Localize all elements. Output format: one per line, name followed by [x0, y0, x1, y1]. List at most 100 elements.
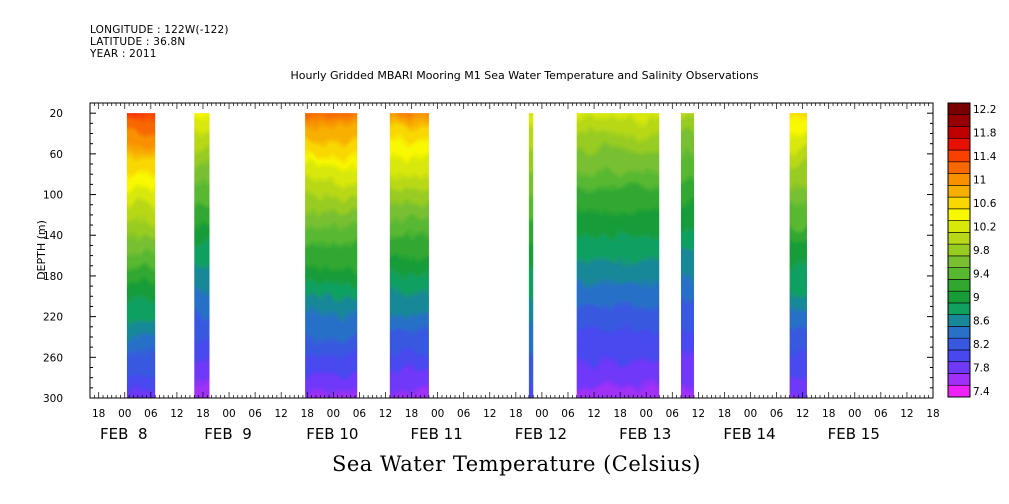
- x-tick-label: 00: [222, 408, 235, 420]
- x-tick-label: 12: [692, 408, 705, 420]
- y-tick-label: 60: [50, 149, 63, 161]
- colorbar-swatch: [947, 185, 971, 198]
- x-tick-label: 12: [900, 408, 913, 420]
- colorbar-label: 11.4: [973, 151, 997, 163]
- x-tick-label: 18: [405, 408, 418, 420]
- data-segment: [126, 113, 156, 398]
- x-day-label: FEB 11: [410, 425, 462, 443]
- x-tick-label: 00: [848, 408, 861, 420]
- x-tick-label: 18: [926, 408, 939, 420]
- colorbar-swatch: [947, 102, 971, 116]
- colorbar-swatch: [947, 161, 971, 174]
- x-tick-label: 06: [144, 408, 158, 420]
- colorbar-swatch: [947, 243, 971, 257]
- x-tick-label: 12: [275, 408, 288, 420]
- data-segment: [789, 113, 807, 398]
- data-segment: [528, 113, 534, 398]
- x-day-label: FEB 8: [100, 425, 147, 443]
- longitude-label: LONGITUDE : 122W(-122): [90, 24, 229, 36]
- x-tick-label: 00: [327, 408, 340, 420]
- x-tick-label: 00: [640, 408, 653, 420]
- x-tick-label: 12: [170, 408, 183, 420]
- y-tick-label: 20: [50, 108, 63, 120]
- latitude-label: LATITUDE : 36.8N: [90, 36, 186, 48]
- data-segment: [576, 113, 660, 398]
- colorbar-swatch: [947, 361, 971, 374]
- colorbar-swatch: [947, 196, 971, 210]
- y-axis-label: DEPTH (m): [35, 220, 48, 280]
- colorbar-swatch: [947, 373, 971, 386]
- x-tick-label: 18: [822, 408, 835, 420]
- x-tick-label: 00: [118, 408, 131, 420]
- colorbar-label: 11.8: [973, 127, 996, 139]
- x-tick-label: 06: [248, 408, 262, 420]
- x-tick-label: 00: [535, 408, 548, 420]
- y-tick-label: 220: [43, 312, 63, 324]
- colorbar-swatch: [947, 149, 971, 163]
- colorbar-frame: [947, 102, 971, 398]
- colorbar-swatch: [947, 208, 971, 221]
- colorbar-swatch: [947, 267, 971, 280]
- colorbar-swatch: [947, 326, 971, 339]
- data-segments: [126, 113, 807, 398]
- x-tick-label: 18: [718, 408, 731, 420]
- colorbar-label: 9.8: [973, 245, 990, 257]
- x-tick-label: 18: [613, 408, 626, 420]
- axes: 20 60 100 140 180 220 260 300 18 00 06 12 18 00 06 12 18…: [43, 102, 940, 443]
- x-tick-label: 12: [483, 408, 496, 420]
- colorbar-label: 9.4: [973, 269, 990, 281]
- x-tick-label: 06: [353, 408, 367, 420]
- x-tick-label: 06: [666, 408, 680, 420]
- bottom-title: Sea Water Temperature (Celsius): [331, 452, 701, 476]
- colorbar-swatch: [947, 126, 971, 139]
- colorbar-swatch: [947, 173, 971, 186]
- data-segment: [194, 113, 210, 398]
- colorbar-swatch: [947, 220, 971, 233]
- x-tick-label: 00: [744, 408, 757, 420]
- colorbar-label: 7.4: [973, 386, 990, 398]
- colorbar-swatch: [947, 302, 971, 315]
- colorbar: 12.2 11.8 11.4 11 10.6 10.2 9.8 9.4 9 8.6 8.2 7.8 7.…: [947, 102, 997, 398]
- x-day-label: FEB 10: [306, 425, 358, 443]
- colorbar-swatch: [947, 137, 971, 151]
- data-segment: [305, 113, 358, 398]
- y-tick-label: 180: [43, 271, 63, 283]
- colorbar-label: 7.8: [973, 363, 990, 375]
- colorbar-swatch: [947, 279, 971, 292]
- colorbar-swatch: [947, 337, 971, 351]
- y-tick-label: 260: [43, 352, 63, 364]
- colorbar-label: 8.6: [973, 316, 990, 328]
- x-tick-label: 00: [431, 408, 444, 420]
- data-segment: [680, 113, 695, 398]
- colorbar-swatch: [947, 255, 971, 268]
- x-tick-label: 18: [196, 408, 209, 420]
- x-tick-label: 06: [874, 408, 888, 420]
- colorbar-label: 11: [973, 174, 986, 186]
- colorbar-swatch: [947, 232, 971, 245]
- colorbar-label: 8.2: [973, 339, 990, 351]
- y-tick-label: 300: [43, 393, 63, 405]
- x-tick-label: 12: [796, 408, 809, 420]
- colorbar-label: 10.6: [973, 198, 997, 210]
- x-day-label: FEB 9: [204, 425, 251, 443]
- data-segment: [389, 113, 429, 398]
- y-tick-label: 100: [43, 190, 63, 202]
- x-day-label: FEB 12: [515, 425, 567, 443]
- colorbar-swatch: [947, 384, 971, 398]
- colorbar-label: 12.2: [973, 104, 996, 116]
- x-tick-label: 18: [301, 408, 314, 420]
- colorbar-label: 9: [973, 292, 980, 304]
- colorbar-label: 10.2: [973, 221, 996, 233]
- x-tick-label: 06: [561, 408, 575, 420]
- x-tick-label: 12: [379, 408, 392, 420]
- year-label: YEAR : 2011: [90, 48, 157, 60]
- colorbar-swatch: [947, 314, 971, 327]
- colorbar-swatch: [947, 349, 971, 363]
- x-tick-label: 18: [509, 408, 522, 420]
- x-tick-label: 12: [587, 408, 600, 420]
- x-day-label: FEB 13: [619, 425, 671, 443]
- colorbar-swatch: [947, 290, 971, 304]
- colorbar-swatch: [947, 114, 971, 127]
- x-day-label: FEB 14: [723, 425, 775, 443]
